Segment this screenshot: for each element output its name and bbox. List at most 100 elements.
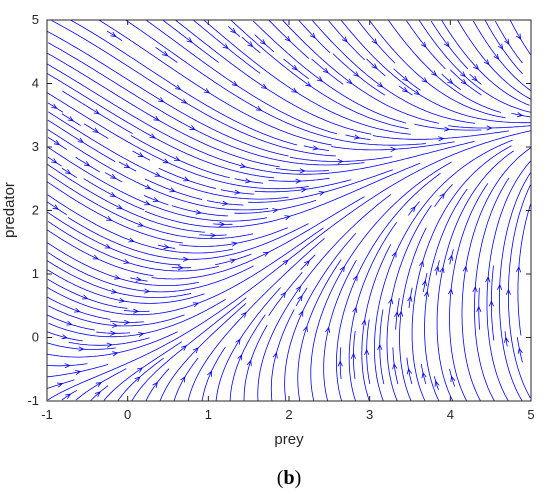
x-tick-label: 4	[447, 407, 454, 422]
stream-arrowhead	[112, 322, 119, 328]
streamline	[420, 363, 427, 385]
streamline	[289, 156, 393, 162]
stream-arrowhead	[152, 381, 158, 388]
stream-arrowhead	[460, 78, 467, 85]
stream-arrowhead	[438, 136, 445, 142]
stream-arrowhead	[244, 178, 252, 184]
streamline	[47, 173, 254, 239]
streamline	[357, 20, 396, 64]
streamline	[230, 20, 409, 130]
stream-arrowhead	[183, 176, 190, 182]
streamline	[393, 68, 421, 91]
streamline	[423, 273, 428, 292]
streamline	[234, 178, 264, 184]
stream-arrowhead	[112, 351, 119, 357]
streamline	[175, 20, 372, 135]
streamline	[47, 194, 233, 254]
streamline	[517, 202, 531, 336]
streamline	[118, 161, 137, 172]
stream-arrowhead	[74, 307, 81, 313]
stream-arrows	[51, 27, 524, 399]
stream-arrowhead	[450, 375, 456, 382]
streamline	[366, 58, 386, 77]
stream-arrowhead	[207, 370, 212, 377]
stream-arrowhead	[443, 126, 451, 132]
streamline	[47, 102, 64, 113]
y-axis-ticks: -1 0 1 2 3 4 5	[27, 12, 531, 408]
stream-arrowhead	[84, 161, 91, 167]
streamline	[303, 145, 330, 151]
stream-arrowhead	[61, 334, 68, 340]
stream-arrowhead	[505, 288, 511, 295]
streamline	[386, 205, 432, 401]
stream-arrowhead	[229, 258, 237, 264]
streamline	[511, 112, 531, 118]
stream-arrowhead	[350, 352, 356, 359]
streamline	[268, 272, 303, 316]
stream-arrowhead	[398, 310, 404, 317]
streamline	[123, 309, 150, 312]
streamline	[336, 172, 441, 401]
stream-arrowhead	[302, 325, 308, 333]
streamline	[47, 278, 128, 309]
streamline	[144, 162, 421, 228]
stream-arrowhead	[51, 103, 58, 109]
stream-arrowhead	[231, 241, 238, 247]
x-tick-label: 2	[285, 407, 292, 422]
stream-arrowhead	[284, 215, 291, 221]
stream-arrowhead	[169, 187, 176, 193]
streamline	[509, 20, 531, 56]
stream-arrowhead	[124, 319, 131, 325]
stream-arrowhead	[262, 251, 270, 257]
streamline	[47, 260, 192, 298]
streamline	[215, 253, 252, 266]
streamline	[47, 221, 220, 272]
stream-arrowhead	[203, 88, 211, 94]
streamline	[270, 309, 295, 401]
stream-arrowhead	[444, 41, 450, 48]
stream-arrowhead	[247, 41, 254, 48]
stream-arrowhead	[92, 254, 99, 260]
stream-arrowhead	[300, 187, 308, 193]
streamline	[131, 297, 247, 401]
stream-arrowhead	[180, 345, 188, 351]
stream-arrowhead	[163, 244, 170, 250]
stream-arrowhead	[106, 215, 113, 221]
streamline	[96, 331, 130, 334]
streamline	[47, 156, 62, 167]
stream-arrowhead	[406, 368, 412, 375]
stream-arrowhead	[259, 39, 267, 45]
y-tick-label: 4	[32, 76, 39, 91]
streamline	[282, 20, 439, 124]
streamline	[323, 259, 357, 401]
stream-arrowhead	[246, 359, 252, 367]
streamline	[449, 368, 455, 387]
streamline	[75, 368, 127, 401]
streamline	[257, 194, 392, 401]
stream-arrowhead	[309, 32, 316, 39]
stream-arrowhead	[177, 265, 184, 271]
stream-arrowhead	[154, 171, 161, 177]
stream-arrowhead	[295, 178, 302, 184]
streamline	[284, 232, 357, 401]
stream-arrowhead	[175, 84, 182, 91]
streamline	[478, 287, 480, 330]
streamline	[345, 134, 371, 141]
streamline	[424, 188, 468, 401]
streamline	[484, 20, 523, 75]
stream-arrowhead	[110, 173, 117, 179]
y-tick-label: -1	[27, 393, 39, 408]
streamline	[339, 347, 342, 380]
stream-arrowhead	[149, 133, 156, 139]
stream-arrowhead	[459, 71, 466, 78]
stream-arrowhead	[237, 353, 243, 361]
streamline	[155, 46, 178, 63]
streamline	[47, 252, 254, 293]
streamline	[47, 242, 199, 286]
stream-arrowhead	[162, 158, 170, 164]
streamline	[117, 357, 164, 401]
stream-arrowhead	[234, 189, 241, 195]
stream-arrowhead	[337, 158, 344, 165]
streamline	[374, 139, 513, 401]
